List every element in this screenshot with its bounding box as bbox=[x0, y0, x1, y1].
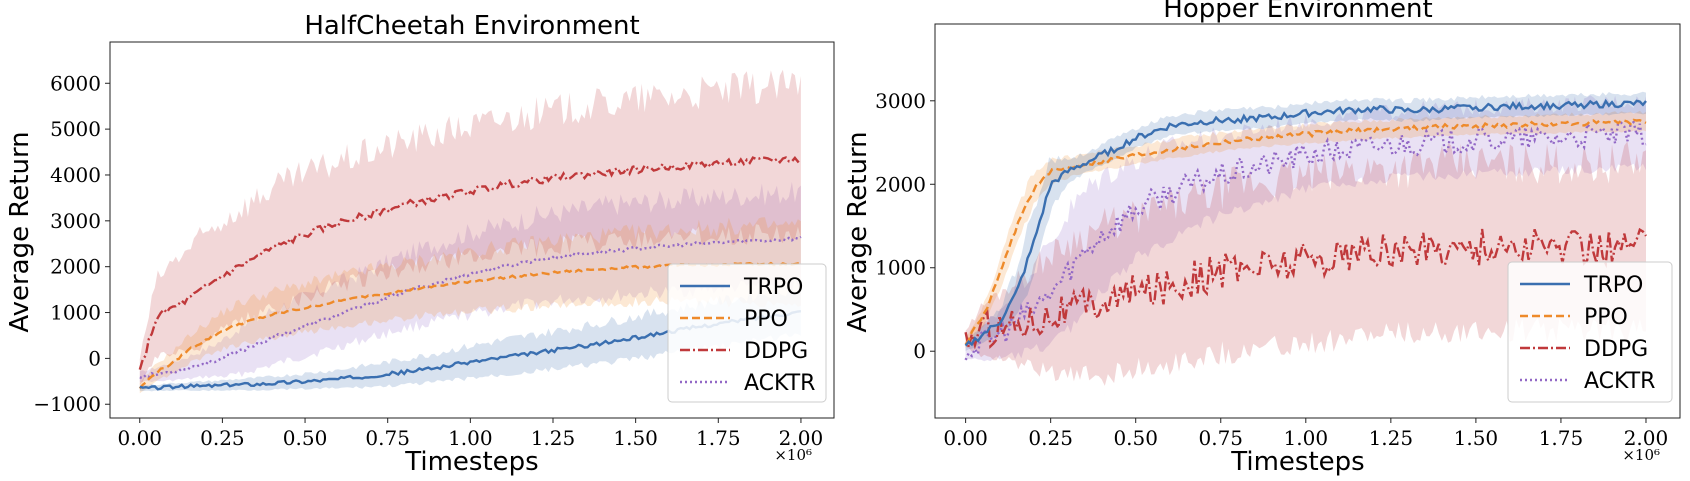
trpo-line bbox=[964, 98, 1647, 347]
x-tick-label: 0.75 bbox=[1198, 426, 1243, 450]
x-tick-label: 0.25 bbox=[200, 426, 245, 450]
x-tick-label: 0.00 bbox=[117, 426, 162, 450]
ddpg-band bbox=[965, 141, 1646, 386]
x-tick-label: 1.25 bbox=[531, 426, 576, 450]
y-tick-label: 5000 bbox=[50, 117, 101, 141]
ddpg-line bbox=[138, 156, 802, 370]
chart-title: Hopper Environment bbox=[1163, 0, 1432, 24]
x-tick-label: 0.50 bbox=[283, 426, 328, 450]
ddpg-line bbox=[964, 227, 1647, 350]
legend-label-ppo: PPO bbox=[744, 307, 788, 332]
y-axis-label: Average Return bbox=[843, 131, 873, 332]
y-tick-label: 1000 bbox=[875, 256, 926, 280]
halfcheetah-panel: HalfCheetah Environment Timesteps Averag… bbox=[5, 11, 835, 477]
ddpg-band bbox=[139, 69, 801, 386]
y-axis-label: Average Return bbox=[5, 131, 35, 332]
legend-label-trpo: TRPO bbox=[743, 275, 803, 300]
x-tick-label: 1.00 bbox=[448, 426, 493, 450]
acktr-line bbox=[139, 235, 802, 380]
ppo-band bbox=[139, 217, 801, 394]
y-tick-label: 1000 bbox=[50, 301, 101, 325]
x-tick-label: 0.50 bbox=[1113, 426, 1158, 450]
x-tick-label: 1.00 bbox=[1284, 426, 1329, 450]
x-tick-label: 1.50 bbox=[1454, 426, 1499, 450]
x-axis-label: Timesteps bbox=[1230, 447, 1364, 477]
acktr-band bbox=[965, 95, 1646, 362]
y-tick-label: 4000 bbox=[50, 163, 101, 187]
y-tick-label: 3000 bbox=[50, 209, 101, 233]
plot-frame bbox=[934, 23, 1681, 419]
x-tick-label: 1.75 bbox=[696, 426, 741, 450]
y-tick-label: 6000 bbox=[50, 71, 101, 95]
legend-label-trpo: TRPO bbox=[1583, 273, 1643, 298]
chart-title: HalfCheetah Environment bbox=[304, 11, 639, 41]
y-tick-label: 2000 bbox=[875, 172, 926, 196]
legend-label-acktr: ACKTR bbox=[744, 371, 815, 396]
y-tick-label: −1000 bbox=[33, 392, 101, 416]
y-tick-label: 0 bbox=[913, 339, 926, 363]
y-tick-label: 0 bbox=[88, 346, 101, 370]
y-tick-label: 2000 bbox=[50, 255, 101, 279]
legend-label-ddpg: DDPG bbox=[744, 339, 808, 364]
legend-label-ppo: PPO bbox=[1584, 305, 1628, 330]
y-tick-label: 3000 bbox=[875, 89, 926, 113]
x-tick-label: 2.00 bbox=[1624, 426, 1669, 450]
x-multiplier: ×10⁶ bbox=[1622, 446, 1660, 464]
legend-box bbox=[1507, 261, 1673, 403]
plot-area: 0.00 0.25 0.50 0.75 1.00 1.25 1.50 1.75 2.00 −100… bbox=[33, 41, 835, 450]
series-layer bbox=[964, 91, 1647, 386]
legend-label-acktr: ACKTR bbox=[1584, 369, 1655, 394]
plot-frame bbox=[109, 41, 835, 419]
x-axis-label: Timesteps bbox=[404, 447, 538, 477]
legend: TRPO PPO DDPG ACKTR bbox=[667, 263, 827, 403]
x-multiplier: ×10⁶ bbox=[774, 446, 812, 464]
x-tick-label: 1.25 bbox=[1369, 426, 1414, 450]
x-tick-label: 2.00 bbox=[779, 426, 824, 450]
x-tick-label: 0.75 bbox=[365, 426, 410, 450]
x-tick-label: 1.50 bbox=[613, 426, 658, 450]
x-tick-label: 1.75 bbox=[1539, 426, 1584, 450]
x-tick-label: 0.00 bbox=[943, 426, 988, 450]
hopper-panel: Hopper Environment Timesteps Average Ret… bbox=[843, 0, 1681, 477]
x-tick-label: 0.25 bbox=[1028, 426, 1073, 450]
legend-box bbox=[667, 263, 827, 403]
legend-label-ddpg: DDPG bbox=[1584, 337, 1648, 362]
legend: TRPO PPO DDPG ACKTR bbox=[1507, 261, 1673, 403]
plot-area: 0.00 0.25 0.50 0.75 1.00 1.25 1.50 1.75 2.00 0 100… bbox=[875, 23, 1681, 450]
